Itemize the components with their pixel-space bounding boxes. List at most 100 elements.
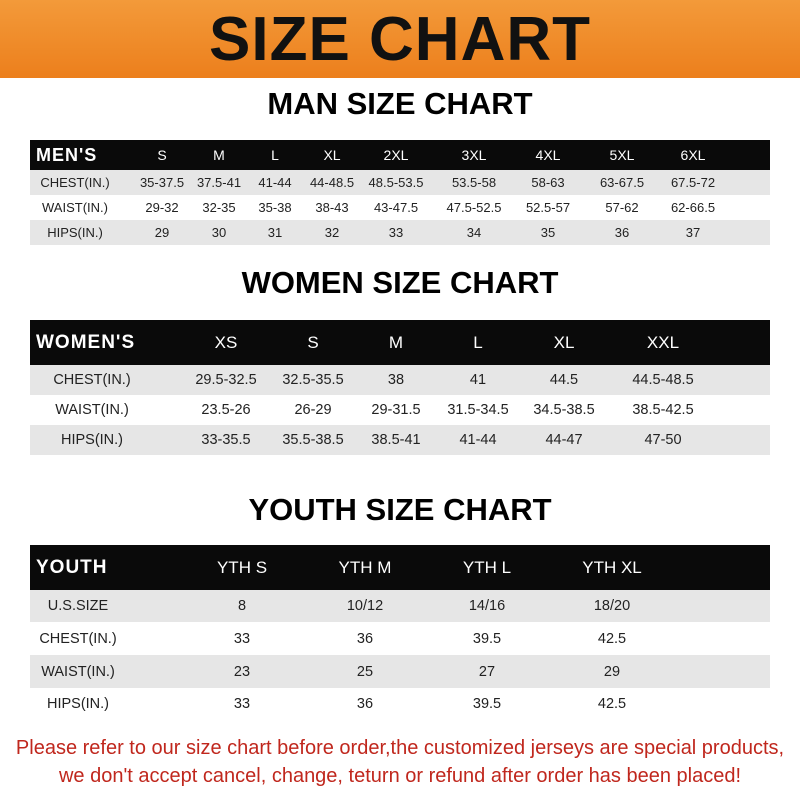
table-cell: 35-37.5 [139, 175, 185, 190]
table-cell: 36 [614, 225, 630, 240]
table-cell: 35-38 [258, 200, 292, 215]
table-row: CHEST(IN.) 35-37.5 37.5-41 41-44 44-48.5 48.5… [30, 170, 770, 195]
table-cell: 47-50 [644, 432, 682, 448]
table-cell: 27 [478, 663, 496, 680]
table-cell: 33 [233, 630, 251, 647]
table-cell: 38.5-41 [371, 432, 421, 448]
table-cell: 26-29 [294, 402, 332, 418]
table-cell: 29.5-32.5 [195, 372, 257, 388]
table-cell: 29-32 [145, 200, 179, 215]
table-cell: 41 [469, 372, 487, 388]
size-column-header: 2XL [383, 147, 409, 163]
header-row: YOUTH YTH S YTH M YTH L YTH XL [30, 545, 770, 590]
table-cell: 44.5 [549, 372, 579, 388]
table-row: WAIST(IN.) 29-32 32-35 35-38 38-43 43-47.5 47.… [30, 195, 770, 220]
row-label: HIPS(IN.) [46, 696, 110, 712]
table-cell: 36 [356, 696, 374, 712]
size-column-header: 3XL [461, 147, 487, 163]
table-cell: 32-35 [202, 200, 236, 215]
men-title: MAN SIZE CHART [267, 86, 533, 121]
table-cell: 34 [466, 225, 482, 240]
table-row: HIPS(IN.) 29 30 31 32 33 34 35 36 37 [30, 220, 770, 245]
table-cell: 8 [237, 598, 247, 614]
table-cell: 57-62 [605, 200, 639, 215]
size-column-header: L [271, 147, 279, 163]
table-cell: 30 [211, 225, 227, 240]
size-column-header: 4XL [535, 147, 561, 163]
table-cell: 14/16 [468, 598, 506, 614]
header-row: MEN'S S M L XL 2XL 3XL 4XL 5XL 6XL [30, 140, 770, 170]
table-row: U.S.SIZE 8 10/12 14/16 18/20 [30, 590, 770, 622]
table-cell: 33 [388, 225, 404, 240]
women-title: WOMEN SIZE CHART [241, 265, 559, 300]
table-header-label: WOMEN'S [36, 331, 136, 353]
row-label: CHEST(IN.) [53, 372, 131, 388]
size-column-header: S [307, 332, 319, 352]
table-cell: 42.5 [597, 696, 627, 712]
table-cell: 29 [154, 225, 170, 240]
table-cell: 44-47 [545, 432, 583, 448]
size-column-header: S [157, 147, 167, 163]
table-row: WAIST(IN.) 23 25 27 29 [30, 655, 770, 688]
table-cell: 38-43 [315, 200, 349, 215]
table-header-label: YOUTH [36, 556, 108, 578]
size-column-header: 6XL [680, 147, 706, 163]
table-cell: 35.5-38.5 [282, 432, 344, 448]
table-cell: 44.5-48.5 [632, 372, 694, 388]
table-cell: 34.5-38.5 [533, 402, 595, 418]
table-row: CHEST(IN.) 29.5-32.5 32.5-35.5 38 41 44.5 44.5… [30, 365, 770, 395]
table-cell: 39.5 [472, 696, 502, 712]
size-column-header: M [388, 332, 404, 352]
table-cell: 35 [540, 225, 556, 240]
table-cell: 47.5-52.5 [446, 200, 502, 215]
table-cell: 41-44 [459, 432, 497, 448]
table-cell: 53.5-58 [451, 175, 497, 190]
table-row: CHEST(IN.) 33 36 39.5 42.5 [30, 622, 770, 655]
row-label: HIPS(IN.) [60, 432, 124, 448]
table-cell: 43-47.5 [373, 200, 419, 215]
table-cell: 67.5-72 [670, 175, 716, 190]
table-cell: 25 [356, 663, 374, 680]
disclaimer: Please refer to our size chart before or… [0, 734, 800, 790]
table-cell: 29-31.5 [371, 402, 421, 418]
row-label: WAIST(IN.) [41, 663, 115, 680]
table-cell: 23.5-26 [201, 402, 251, 418]
table-cell: 33 [233, 696, 251, 712]
row-label: U.S.SIZE [47, 598, 109, 614]
banner-title: SIZE CHART [209, 5, 591, 74]
size-column-header: XXL [646, 332, 680, 352]
row-label: CHEST(IN.) [39, 630, 117, 647]
table-cell: 62-66.5 [670, 200, 716, 215]
size-column-header: M [213, 147, 225, 163]
table-header-label: MEN'S [36, 144, 98, 165]
table-cell: 42.5 [597, 630, 627, 647]
size-column-header: YTH S [216, 557, 268, 577]
youth-title: YOUTH SIZE CHART [248, 492, 552, 527]
size-column-header: YTH L [462, 557, 512, 577]
table-row: HIPS(IN.) 33 36 39.5 42.5 [30, 688, 770, 720]
table-cell: 32 [324, 225, 340, 240]
disclaimer-line-1: Please refer to our size chart before or… [15, 737, 785, 759]
table-row: HIPS(IN.) 33-35.5 35.5-38.5 38.5-41 41-44 44-… [30, 425, 770, 455]
size-column-header: YTH M [338, 557, 392, 577]
table-cell: 33-35.5 [201, 432, 251, 448]
table-cell: 52.5-57 [525, 200, 571, 215]
row-label: WAIST(IN.) [55, 402, 129, 418]
table-cell: 29 [603, 663, 621, 680]
size-column-header: YTH XL [582, 557, 642, 577]
table-cell: 18/20 [593, 598, 631, 614]
size-column-header: XL [323, 147, 341, 163]
table-cell: 63-67.5 [599, 175, 645, 190]
table-cell: 38 [387, 372, 405, 388]
row-label: HIPS(IN.) [47, 225, 103, 240]
size-column-header: L [473, 332, 483, 352]
table-cell: 31.5-34.5 [447, 402, 509, 418]
table-cell: 39.5 [472, 630, 502, 647]
size-column-header: XS [214, 332, 238, 352]
table-cell: 23 [233, 663, 251, 680]
row-label: CHEST(IN.) [40, 175, 110, 190]
table-row: WAIST(IN.) 23.5-26 26-29 29-31.5 31.5-34.5 34… [30, 395, 770, 425]
table-cell: 31 [267, 225, 283, 240]
header-row: WOMEN'S XS S M L XL XXL [30, 320, 770, 365]
table-cell: 37 [685, 225, 701, 240]
